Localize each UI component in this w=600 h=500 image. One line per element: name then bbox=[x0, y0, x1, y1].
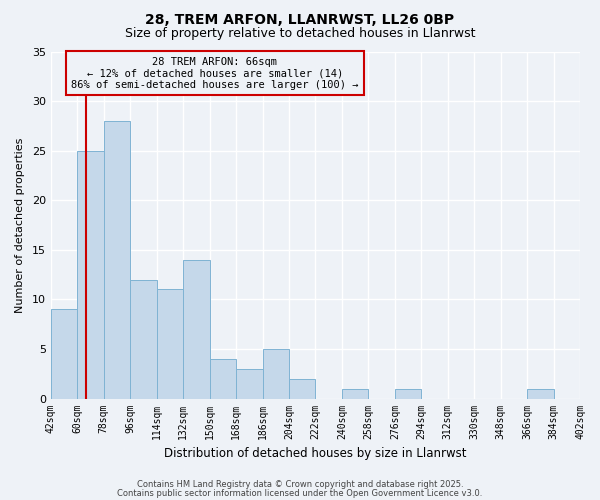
X-axis label: Distribution of detached houses by size in Llanrwst: Distribution of detached houses by size … bbox=[164, 447, 467, 460]
Bar bbox=[77, 150, 104, 398]
Bar bbox=[104, 121, 130, 398]
Text: Size of property relative to detached houses in Llanrwst: Size of property relative to detached ho… bbox=[125, 28, 475, 40]
Text: Contains HM Land Registry data © Crown copyright and database right 2025.: Contains HM Land Registry data © Crown c… bbox=[137, 480, 463, 489]
Bar bbox=[236, 369, 263, 398]
Y-axis label: Number of detached properties: Number of detached properties bbox=[15, 138, 25, 312]
Bar bbox=[395, 388, 421, 398]
Bar bbox=[209, 359, 236, 399]
Text: 28, TREM ARFON, LLANRWST, LL26 0BP: 28, TREM ARFON, LLANRWST, LL26 0BP bbox=[145, 12, 455, 26]
Text: 28 TREM ARFON: 66sqm
← 12% of detached houses are smaller (14)
86% of semi-detac: 28 TREM ARFON: 66sqm ← 12% of detached h… bbox=[71, 56, 359, 90]
Bar bbox=[183, 260, 209, 398]
Text: Contains public sector information licensed under the Open Government Licence v3: Contains public sector information licen… bbox=[118, 489, 482, 498]
Bar bbox=[289, 378, 316, 398]
Bar bbox=[527, 388, 554, 398]
Bar bbox=[157, 290, 183, 399]
Bar bbox=[51, 310, 77, 398]
Bar bbox=[130, 280, 157, 398]
Bar bbox=[263, 349, 289, 399]
Bar bbox=[342, 388, 368, 398]
